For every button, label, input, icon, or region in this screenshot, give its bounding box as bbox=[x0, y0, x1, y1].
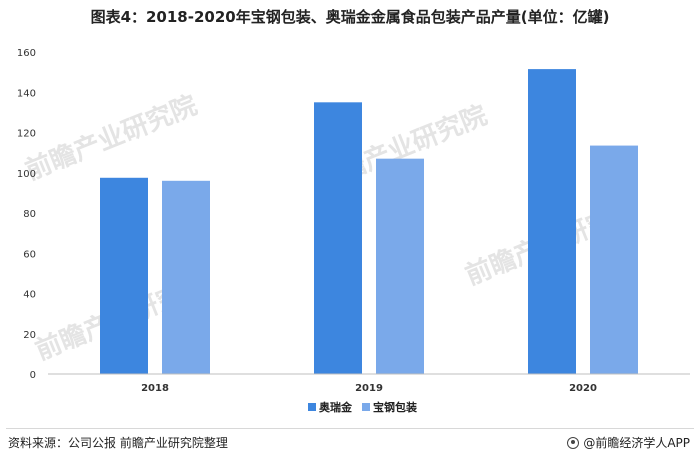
y-tick-label: 140 bbox=[17, 88, 36, 99]
legend-label: 宝钢包装 bbox=[373, 400, 417, 414]
bar-2019-1 bbox=[376, 158, 424, 374]
watermark-text: 前瞻产业研究院 bbox=[21, 90, 201, 187]
chart-title: 图表4：2018-2020年宝钢包装、奥瑞金金属食品包装产品产量(单位：亿罐) bbox=[90, 8, 610, 26]
bar-2018-1 bbox=[162, 180, 210, 374]
footer-divider bbox=[6, 428, 694, 429]
bars bbox=[100, 69, 638, 374]
y-tick-label: 20 bbox=[23, 330, 36, 341]
x-axis: 2018 2019 2020 bbox=[48, 373, 690, 394]
y-tick-label: 0 bbox=[30, 370, 36, 381]
x-tick-label: 2020 bbox=[569, 383, 597, 394]
y-tick-label: 120 bbox=[17, 129, 36, 140]
source-note: 资料来源：公司公报 前瞻产业研究院整理 bbox=[8, 436, 228, 450]
bar-chart: 前瞻产业研究院前瞻产业研究院前瞻产业研究院前瞻产业研究院 02040608010… bbox=[17, 48, 690, 414]
bar-2020-0 bbox=[528, 69, 576, 374]
y-tick-label: 160 bbox=[17, 48, 36, 59]
legend-swatch bbox=[362, 403, 370, 411]
bar-2020-1 bbox=[590, 145, 638, 374]
legend: 奥瑞金 宝钢包装 bbox=[308, 400, 417, 414]
x-tick-label: 2019 bbox=[355, 383, 383, 394]
legend-label: 奥瑞金 bbox=[318, 400, 353, 414]
y-tick-label: 60 bbox=[23, 249, 36, 260]
y-tick-label: 40 bbox=[23, 290, 36, 301]
y-tick-label: 100 bbox=[17, 169, 36, 180]
bar-2018-0 bbox=[100, 177, 148, 374]
brand-credit: @前瞻经济学人APP bbox=[567, 434, 690, 451]
x-tick-label: 2018 bbox=[141, 383, 169, 394]
brand-text: @前瞻经济学人APP bbox=[583, 436, 690, 450]
y-tick-label: 80 bbox=[23, 209, 36, 220]
bar-2019-0 bbox=[314, 102, 362, 374]
y-axis: 0 20 40 60 80 100 120 140 160 bbox=[17, 48, 36, 381]
brand-logo-icon bbox=[567, 436, 580, 449]
legend-swatch bbox=[308, 403, 316, 411]
